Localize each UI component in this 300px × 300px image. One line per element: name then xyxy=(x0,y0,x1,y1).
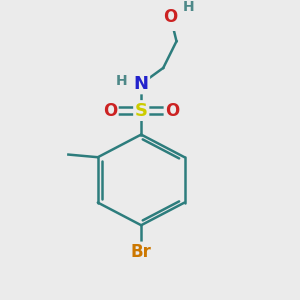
Text: H: H xyxy=(116,74,128,88)
Text: O: O xyxy=(165,102,179,120)
Text: Br: Br xyxy=(131,243,152,261)
Text: O: O xyxy=(103,102,117,120)
Text: O: O xyxy=(164,8,178,26)
Text: S: S xyxy=(135,102,148,120)
Text: N: N xyxy=(134,75,149,93)
Text: H: H xyxy=(182,0,194,14)
